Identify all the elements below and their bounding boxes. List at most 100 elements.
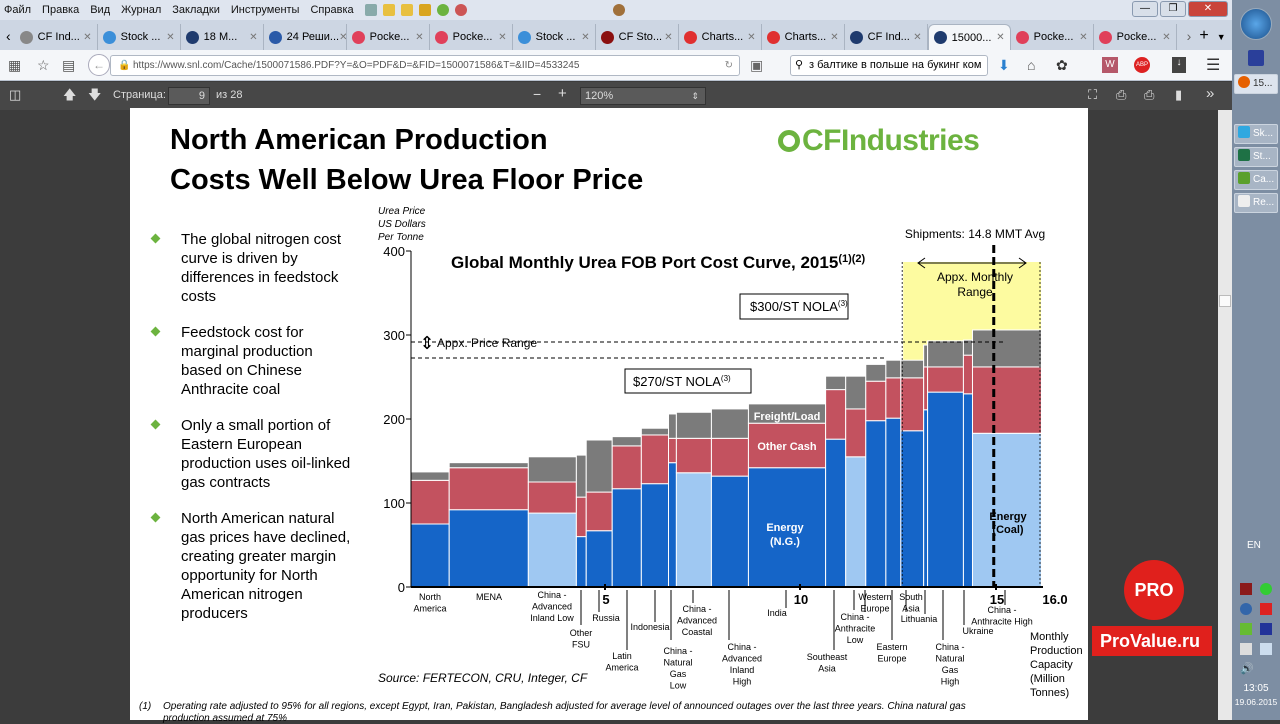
taskbar-skype[interactable]: Sk... <box>1234 124 1278 144</box>
reload-icon[interactable]: ↻ <box>724 60 733 71</box>
tab[interactable]: Stock ... ✕ <box>513 24 596 50</box>
menu-view[interactable]: Вид <box>90 4 111 16</box>
tab[interactable]: CF Sto... ✕ <box>596 24 679 50</box>
tools-chevron-icon[interactable]: » <box>1206 85 1215 102</box>
close-tab-icon[interactable]: ✕ <box>664 31 673 43</box>
back-button[interactable]: ← <box>88 54 110 76</box>
tray-green-icon[interactable] <box>1260 583 1272 595</box>
close-tab-icon[interactable]: ✕ <box>498 31 507 43</box>
new-tab-button[interactable]: + <box>1199 27 1209 44</box>
tray-en-icon[interactable] <box>1240 583 1252 595</box>
bookmark-star-icon[interactable]: ☆ <box>37 57 50 73</box>
language-indicator[interactable]: EN <box>1247 540 1261 551</box>
w-extension-icon[interactable]: W <box>1102 57 1118 73</box>
downloads-icon[interactable]: ↓ <box>1172 57 1186 73</box>
extension-icon[interactable]: ✿ <box>1056 57 1068 73</box>
close-tab-icon[interactable]: ✕ <box>830 31 839 43</box>
tabs-scroll-right-icon[interactable]: › <box>1186 28 1192 44</box>
tab[interactable]: Pocke... ✕ <box>1011 24 1094 50</box>
producer-label: America <box>605 663 638 673</box>
close-tab-icon[interactable]: ✕ <box>996 32 1005 43</box>
menu-edit[interactable]: Правка <box>42 4 80 16</box>
tray-disk-icon[interactable] <box>1260 623 1272 635</box>
tab[interactable]: 24 Реши... ✕ <box>264 24 347 50</box>
close-tab-icon[interactable]: ✕ <box>1162 31 1171 43</box>
close-tab-icon[interactable]: ✕ <box>581 31 590 43</box>
tab[interactable]: Pocke... ✕ <box>430 24 513 50</box>
pocket-icon[interactable]: ▣ <box>750 57 764 73</box>
bookmark-icon[interactable]: ▮ <box>1175 87 1183 102</box>
close-tab-icon[interactable]: ✕ <box>249 31 258 43</box>
taskbar-camtasia[interactable]: Ca... <box>1234 170 1278 190</box>
star-icon[interactable] <box>382 4 395 16</box>
zoom-out-button[interactable]: − <box>533 86 542 102</box>
profile-icon[interactable] <box>612 4 625 16</box>
tab[interactable]: Pocke... ✕ <box>1094 24 1177 50</box>
download-arrow-icon[interactable]: ⬇ <box>998 57 1010 73</box>
close-tab-icon[interactable]: ✕ <box>913 31 922 43</box>
save-icon[interactable] <box>418 4 431 16</box>
print-icon[interactable]: ⎙ <box>1116 87 1127 102</box>
url-bar[interactable]: 🔒 https://www.snl.com/Cache/1500071586.P… <box>110 55 740 76</box>
taskbar-excel[interactable]: St... <box>1234 147 1278 167</box>
clock-time[interactable]: 13:05 <box>1243 683 1269 694</box>
previous-page-icon[interactable]: 🡅 <box>63 87 77 102</box>
home-icon[interactable]: ⌂ <box>1027 57 1036 73</box>
range-arrowheads <box>917 257 1027 269</box>
close-button[interactable]: ✕ <box>1188 1 1228 17</box>
scrollbar-thumb[interactable] <box>1219 295 1231 307</box>
reader-icon[interactable]: ▤ <box>62 57 76 73</box>
menu-tools[interactable]: Инструменты <box>230 4 300 16</box>
menu-history[interactable]: Журнал <box>121 4 162 16</box>
menu-bookmarks[interactable]: Закладки <box>172 4 220 16</box>
sidebar-toggle-icon[interactable]: ◫ <box>9 87 22 102</box>
close-tab-icon[interactable]: ✕ <box>83 31 92 43</box>
tab[interactable]: CF Ind... ✕ <box>15 24 98 50</box>
download-icon[interactable]: ⎙ <box>1144 87 1155 102</box>
tab[interactable]: Pocke... ✕ <box>347 24 430 50</box>
addon-icon[interactable] <box>436 4 449 16</box>
tray-network-icon[interactable] <box>1240 603 1252 615</box>
menu-help[interactable]: Справка <box>310 4 354 16</box>
zoom-in-button[interactable]: + <box>558 85 567 102</box>
start-button[interactable] <box>1240 8 1272 40</box>
star-list-icon[interactable] <box>400 4 413 16</box>
minimize-button[interactable]: — <box>1132 1 1158 17</box>
screenshot-icon[interactable]: ▦ <box>8 57 22 73</box>
close-tab-icon[interactable]: ✕ <box>1079 31 1088 43</box>
close-tab-icon[interactable]: ✕ <box>166 31 175 43</box>
tray-flag-icon[interactable] <box>1240 643 1252 655</box>
tray-monitor-icon[interactable] <box>1260 643 1272 655</box>
menu-hamburger-icon[interactable]: ☰ <box>1206 57 1221 74</box>
close-tab-icon[interactable]: ✕ <box>339 31 347 43</box>
next-page-icon[interactable]: 🡇 <box>88 87 102 102</box>
tab[interactable]: 18 M... ✕ <box>181 24 264 50</box>
tabs-scroll-left-icon[interactable]: ‹ <box>6 28 11 44</box>
tab-list-icon[interactable]: ▼ <box>1216 32 1226 42</box>
adblock-icon[interactable]: ABP <box>1134 57 1150 73</box>
tab[interactable]: CF Ind... ✕ <box>845 24 928 50</box>
tab[interactable]: Stock ... ✕ <box>98 24 181 50</box>
tab[interactable]: 15000... ✕ <box>927 24 1011 50</box>
taskbar-firefox[interactable]: 15... <box>1234 74 1278 94</box>
close-tab-icon[interactable]: ✕ <box>415 31 424 43</box>
save-app-icon[interactable] <box>1248 50 1264 66</box>
fullscreen-icon[interactable]: ⛶ <box>1088 87 1098 102</box>
page-number-input[interactable]: 9 <box>168 87 210 105</box>
bookmarks-toolbar-icon[interactable] <box>364 4 377 16</box>
volume-icon[interactable]: 🔊 <box>1240 663 1254 675</box>
tray-red-icon[interactable] <box>1260 603 1272 615</box>
search-input[interactable]: ⚲ з балтике в польше на букинг ком <box>790 55 988 76</box>
tab[interactable]: Charts... ✕ <box>679 24 762 50</box>
tray-check-icon[interactable] <box>1240 623 1252 635</box>
close-tab-icon[interactable]: ✕ <box>747 31 756 43</box>
restore-button[interactable]: ❐ <box>1160 1 1186 17</box>
menu-file[interactable]: Файл <box>4 4 32 16</box>
clock-icon[interactable] <box>454 4 467 16</box>
taskbar-recorder[interactable]: Re... <box>1234 193 1278 213</box>
vertical-scrollbar[interactable] <box>1218 110 1232 720</box>
zoom-select[interactable]: 120% ⇕ <box>580 87 706 105</box>
clock-date[interactable]: 19.06.2015 <box>1234 697 1278 707</box>
bullet-text: The global nitrogen cost curve is driven… <box>181 231 342 305</box>
tab[interactable]: Charts... ✕ <box>762 24 845 50</box>
